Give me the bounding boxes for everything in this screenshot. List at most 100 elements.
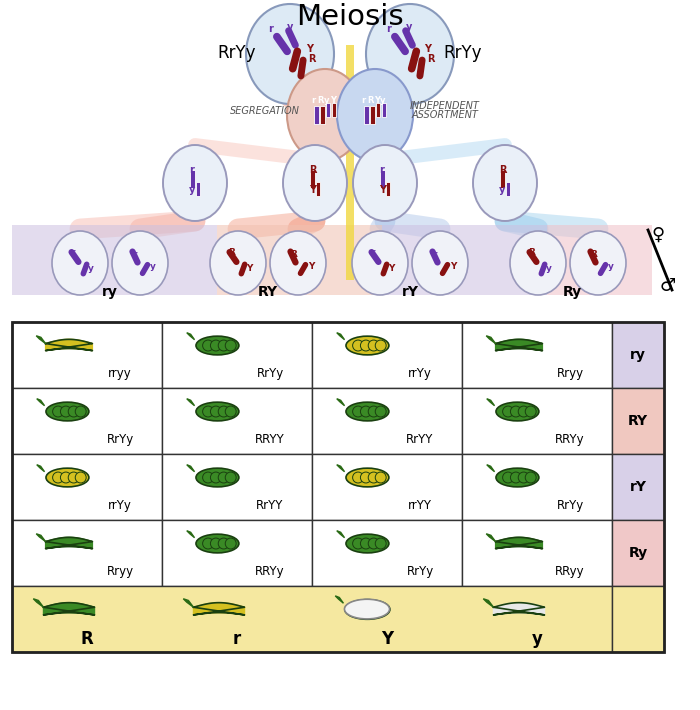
Ellipse shape: [496, 468, 539, 487]
Bar: [12, 586, 612, 652]
Text: ♀: ♀: [652, 226, 664, 244]
Ellipse shape: [270, 231, 326, 295]
Ellipse shape: [218, 538, 229, 549]
Text: RRYy: RRYy: [555, 433, 584, 446]
Polygon shape: [337, 333, 344, 339]
Bar: [162, 322, 312, 388]
Text: RrYy: RrYy: [407, 565, 433, 578]
Bar: [612, 520, 664, 586]
Polygon shape: [46, 537, 92, 549]
Ellipse shape: [518, 472, 529, 483]
Bar: [12, 322, 664, 652]
Ellipse shape: [163, 145, 227, 221]
Ellipse shape: [376, 604, 387, 615]
Polygon shape: [187, 333, 195, 339]
Ellipse shape: [353, 472, 363, 483]
Text: y: y: [150, 262, 156, 271]
Bar: [196, 182, 200, 196]
Text: r: r: [311, 96, 315, 105]
Ellipse shape: [68, 472, 79, 483]
Text: r: r: [189, 165, 194, 175]
Ellipse shape: [473, 145, 537, 221]
Ellipse shape: [368, 538, 379, 549]
Ellipse shape: [346, 534, 389, 553]
Ellipse shape: [68, 406, 79, 417]
Ellipse shape: [337, 69, 413, 161]
Polygon shape: [496, 339, 542, 351]
Text: r: r: [432, 250, 437, 259]
Ellipse shape: [202, 340, 214, 351]
Ellipse shape: [112, 231, 168, 295]
Text: RY: RY: [628, 414, 648, 428]
Text: y: y: [608, 262, 614, 271]
Text: RY: RY: [258, 285, 278, 299]
Bar: [379, 170, 384, 188]
Bar: [314, 106, 318, 124]
Ellipse shape: [345, 600, 390, 619]
Polygon shape: [483, 599, 493, 607]
Polygon shape: [337, 399, 344, 405]
Ellipse shape: [211, 538, 221, 549]
Bar: [612, 388, 664, 454]
Ellipse shape: [60, 472, 71, 483]
Bar: [309, 170, 314, 188]
Bar: [312, 322, 462, 388]
Polygon shape: [496, 537, 542, 549]
Bar: [386, 182, 390, 196]
Polygon shape: [34, 599, 43, 607]
Text: Y: Y: [306, 44, 313, 54]
Text: R: R: [499, 165, 507, 175]
Bar: [547, 225, 652, 295]
Bar: [462, 322, 612, 388]
Polygon shape: [46, 339, 92, 351]
Text: y: y: [380, 96, 386, 105]
Text: y: y: [546, 264, 552, 273]
Text: Y: Y: [246, 264, 253, 273]
Text: r: r: [233, 630, 241, 648]
Ellipse shape: [225, 538, 236, 549]
Bar: [12, 520, 162, 586]
Text: RrYy: RrYy: [106, 433, 134, 446]
Text: ASSORTMENT: ASSORTMENT: [412, 110, 478, 120]
Ellipse shape: [352, 604, 363, 615]
Ellipse shape: [196, 336, 239, 355]
Text: r: r: [70, 248, 74, 257]
Ellipse shape: [346, 336, 389, 355]
Text: Y: Y: [309, 185, 316, 195]
Ellipse shape: [570, 231, 626, 295]
Text: Y: Y: [374, 96, 380, 105]
Ellipse shape: [496, 402, 539, 421]
Ellipse shape: [525, 406, 536, 417]
Polygon shape: [36, 534, 46, 542]
Ellipse shape: [202, 406, 214, 417]
Bar: [370, 106, 374, 124]
Text: R: R: [80, 630, 93, 648]
Text: r: r: [268, 24, 273, 34]
Ellipse shape: [246, 4, 334, 104]
Ellipse shape: [503, 472, 514, 483]
Ellipse shape: [75, 406, 86, 417]
Text: Ry: Ry: [562, 285, 582, 299]
Text: R: R: [308, 54, 316, 64]
Polygon shape: [486, 534, 496, 542]
Ellipse shape: [46, 402, 89, 421]
Polygon shape: [486, 336, 496, 344]
Text: RrYy: RrYy: [556, 499, 584, 512]
Ellipse shape: [518, 406, 529, 417]
Bar: [363, 106, 368, 124]
Text: y: y: [406, 22, 412, 32]
Text: R: R: [290, 250, 297, 259]
Bar: [312, 520, 462, 586]
Bar: [326, 103, 330, 117]
Ellipse shape: [353, 340, 363, 351]
Text: ry: ry: [630, 348, 646, 362]
Bar: [12, 322, 162, 388]
Text: y: y: [531, 630, 542, 648]
Ellipse shape: [366, 4, 454, 104]
Text: R: R: [368, 96, 374, 105]
Ellipse shape: [368, 340, 379, 351]
Text: y: y: [499, 185, 505, 195]
Bar: [12, 454, 162, 520]
Ellipse shape: [52, 472, 64, 483]
Polygon shape: [494, 603, 545, 615]
